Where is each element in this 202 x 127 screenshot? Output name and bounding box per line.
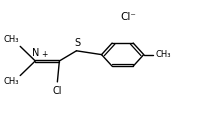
Text: S: S	[74, 38, 80, 48]
Text: Cl⁻: Cl⁻	[120, 12, 136, 21]
Text: CH₃: CH₃	[155, 50, 170, 59]
Text: +: +	[41, 50, 47, 59]
Text: CH₃: CH₃	[4, 77, 19, 86]
Text: Cl: Cl	[52, 86, 62, 96]
Text: N: N	[32, 48, 39, 58]
Text: CH₃: CH₃	[4, 35, 19, 44]
